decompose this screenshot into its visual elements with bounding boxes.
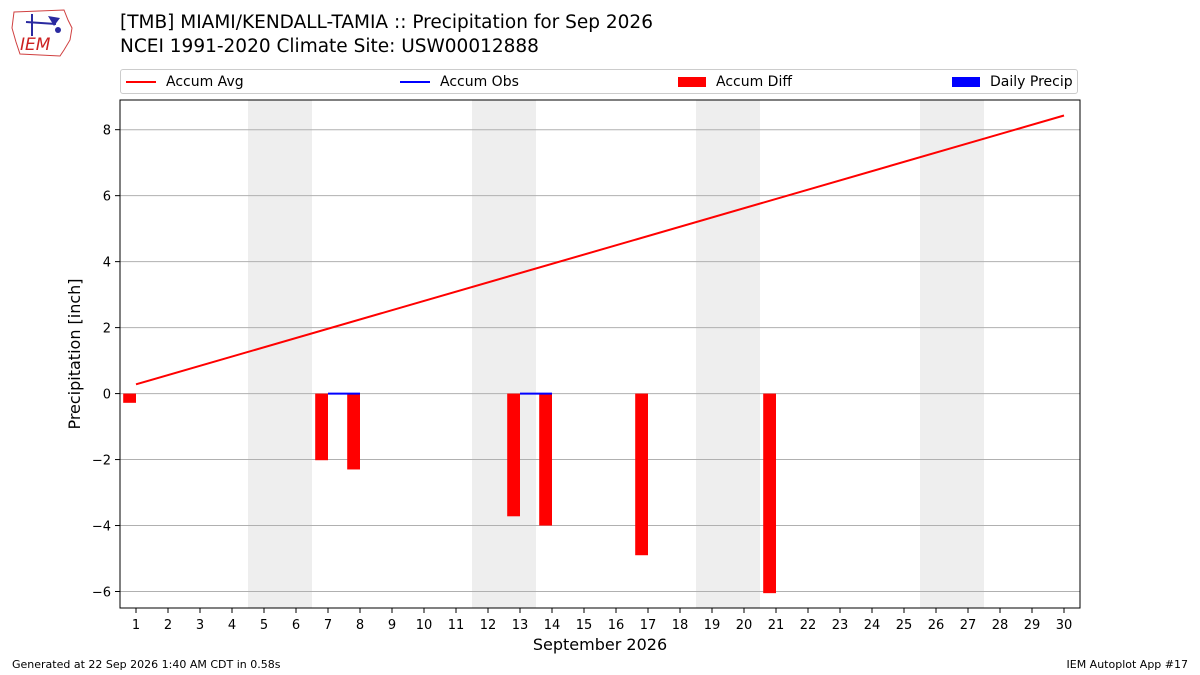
x-tick-label: 3: [196, 618, 204, 633]
legend-label: Accum Avg: [166, 73, 244, 90]
y-tick-label: −4: [92, 520, 111, 535]
weekend-shade: [472, 100, 536, 608]
x-tick-label: 1: [132, 618, 140, 633]
x-tick-label: 18: [672, 618, 689, 633]
x-tick-label: 7: [324, 618, 332, 633]
y-tick-label: 8: [103, 124, 111, 139]
x-tick-label: 6: [292, 618, 300, 633]
chart-subtitle: NCEI 1991-2020 Climate Site: USW00012888: [120, 36, 539, 57]
y-tick-label: −6: [92, 586, 111, 601]
bar-accum-diff: [635, 393, 648, 556]
x-tick-label: 23: [832, 618, 849, 633]
plot-frame: [119, 99, 1081, 609]
x-tick-label: 26: [928, 618, 945, 633]
x-tick-label: 12: [480, 618, 497, 633]
weekend-shade: [696, 100, 760, 608]
x-tick-label: 4: [228, 618, 236, 633]
legend-label: Daily Precip: [990, 73, 1073, 90]
legend-label: Accum Diff: [716, 73, 793, 90]
footer-app: IEM Autoplot App #17: [1066, 658, 1189, 671]
y-tick-label: −2: [92, 454, 111, 469]
x-tick-label: 24: [864, 618, 881, 633]
bar-accum-diff: [539, 393, 552, 526]
y-tick-label: 6: [103, 190, 111, 205]
x-tick-label: 13: [512, 618, 529, 633]
logo-text: IEM: [20, 35, 51, 55]
y-tick-label: 4: [103, 256, 111, 271]
bar-accum-diff: [507, 393, 520, 517]
x-tick-label: 21: [768, 618, 785, 633]
bar-accum-diff: [347, 393, 360, 470]
footer-generated: Generated at 22 Sep 2026 1:40 AM CDT in …: [12, 658, 281, 671]
bar-accum-diff: [763, 393, 776, 594]
bar-accum-diff: [123, 393, 136, 403]
legend: Accum Avg Accum Obs Accum Diff Daily Pre…: [120, 69, 1078, 94]
x-tick-label: 20: [736, 618, 753, 633]
x-tick-label: 8: [356, 618, 364, 633]
y-tick-label: 2: [103, 322, 111, 337]
x-tick-label: 14: [544, 618, 561, 633]
legend-item-daily-precip: Daily Precip: [952, 70, 1073, 93]
y-tick-label: 0: [103, 388, 111, 403]
iem-logo: IEM: [11, 9, 73, 57]
line-accum-avg: [135, 114, 1065, 386]
weekend-shade: [920, 100, 984, 608]
x-tick-label: 16: [608, 618, 625, 633]
legend-item-accum-avg: Accum Avg: [126, 70, 244, 93]
legend-item-accum-diff: Accum Diff: [678, 70, 792, 93]
legend-swatch-patch-icon: [678, 76, 706, 87]
chart-title: [TMB] MIAMI/KENDALL-TAMIA :: Precipitati…: [120, 12, 653, 33]
x-tick-label: 17: [640, 618, 657, 633]
legend-item-accum-obs: Accum Obs: [400, 70, 519, 93]
x-axis-label: September 2026: [533, 635, 667, 654]
legend-label: Accum Obs: [440, 73, 519, 90]
x-tick-label: 5: [260, 618, 268, 633]
legend-swatch-line-icon: [400, 80, 430, 83]
x-tick-label: 10: [416, 618, 433, 633]
x-tick-label: 29: [1024, 618, 1041, 633]
weekend-shade: [248, 100, 312, 608]
x-tick-label: 25: [896, 618, 913, 633]
x-tick-label: 11: [448, 618, 465, 633]
y-axis-label: Precipitation [inch]: [65, 278, 84, 429]
bar-accum-diff: [315, 393, 328, 461]
x-tick-label: 2: [164, 618, 172, 633]
x-tick-label: 28: [992, 618, 1009, 633]
legend-swatch-line-icon: [126, 80, 156, 83]
x-tick-label: 30: [1056, 618, 1073, 633]
x-tick-label: 22: [800, 618, 817, 633]
legend-swatch-patch-icon: [952, 76, 980, 87]
x-tick-label: 19: [704, 618, 721, 633]
x-tick-label: 9: [388, 618, 396, 633]
x-tick-label: 27: [960, 618, 977, 633]
x-tick-label: 15: [576, 618, 593, 633]
